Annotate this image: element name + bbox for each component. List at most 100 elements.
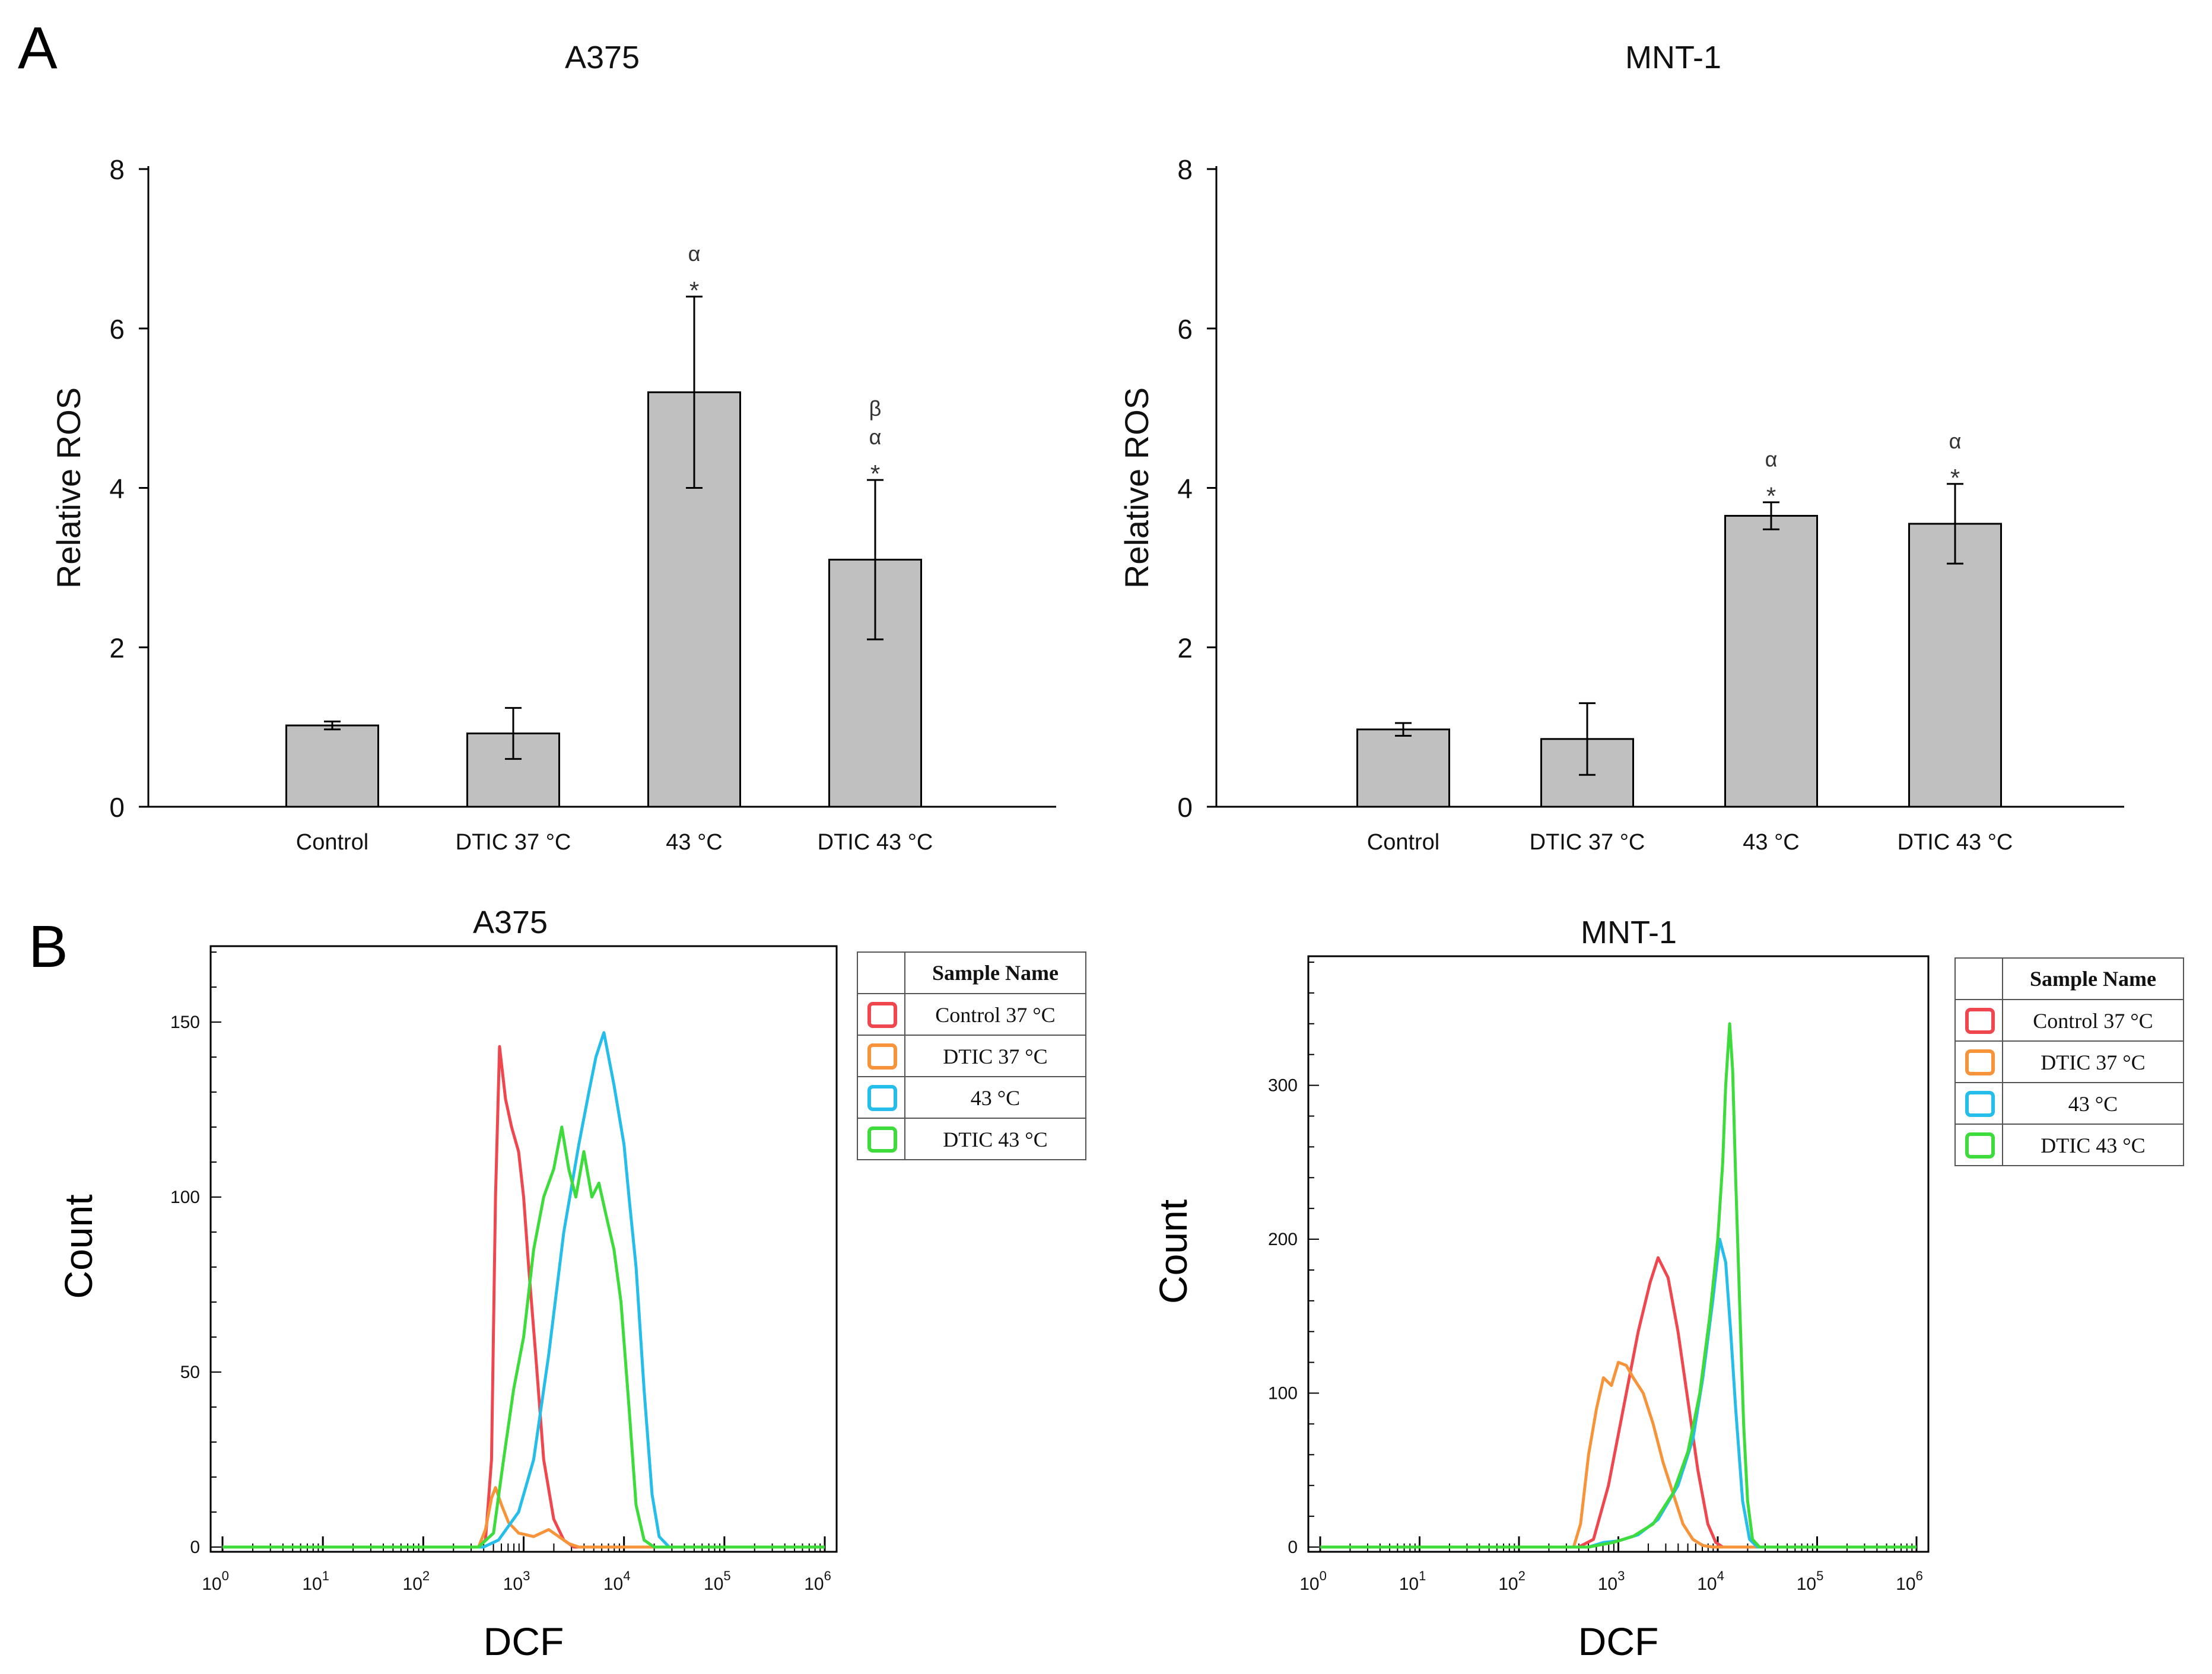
series-line [1320,1361,1917,1549]
legend-entry: DTIC 43 °C [2041,1134,2145,1157]
legend-swatch [1965,1008,1995,1034]
x-tick-base: 10 [804,1574,824,1594]
plot-frame [209,945,838,1553]
x-tick-label: 43 °C [666,830,722,855]
y-axis-label: Relative ROS [1118,387,1155,588]
legend-swatch [1965,1132,1995,1159]
x-tick-base: 10 [1399,1574,1419,1594]
y-tick-label: 8 [109,154,125,185]
y-tick-label: 0 [190,1538,200,1557]
x-tick-exponent: 3 [523,1568,530,1583]
series-line [223,1125,825,1549]
x-tick-exponent: 6 [824,1568,831,1583]
x-tick-label: 104 [1697,1568,1724,1594]
y-tick-label: 50 [180,1363,200,1382]
significance-mark: * [1950,464,1960,492]
x-tick-base: 10 [1498,1574,1518,1594]
x-tick-label: 43 °C [1743,830,1799,855]
x-tick-label: 100 [1299,1568,1327,1594]
bar-chart-mnt1: MNT-1 Relative ROS 0 2 4 6 8 Control DTIC 37 °C 4… [1118,40,2124,855]
x-tick-label: DTIC 37 °C [456,830,571,855]
y-tick-label: 2 [109,632,125,663]
y-tick-label: 0 [1288,1538,1298,1557]
legend-entry: Control 37 °C [2033,1009,2153,1033]
y-tick-label: 150 [170,1013,200,1032]
bar [828,558,922,808]
y-tick-label: 6 [109,314,125,345]
x-tick-base: 10 [1598,1574,1617,1594]
legend-swatch [1965,1049,1995,1075]
panel-label-a: A [18,15,58,81]
x-tick-exponent: 0 [1320,1568,1327,1583]
significance-mark: * [1766,482,1776,510]
x-tick-base: 10 [302,1574,322,1594]
series-line [1320,1022,1917,1549]
bar [1356,728,1450,808]
legend-swatch [867,1002,897,1028]
x-axis-label: DCF [1578,1619,1659,1663]
y-tick-label: 0 [1177,792,1193,823]
significance-mark: α [1765,447,1778,472]
series-line [223,1031,825,1549]
x-tick-exponent: 1 [322,1568,329,1583]
y-axis-label: Relative ROS [50,387,87,588]
bar [1908,523,2002,808]
significance-mark: * [870,460,880,488]
x-tick-base: 10 [603,1574,623,1594]
x-tick-label: 106 [1896,1568,1923,1594]
x-tick-label: 106 [804,1568,831,1594]
legend-entry: DTIC 37 °C [943,1045,1047,1068]
y-tick-label: 6 [1177,314,1193,345]
series-line [1320,1256,1917,1549]
legend-swatch [867,1085,897,1111]
legend-entry: DTIC 37 °C [2041,1051,2145,1074]
y-tick-label: 100 [1268,1384,1298,1404]
y-tick-label: 2 [1177,632,1193,663]
x-tick-exponent: 4 [623,1568,630,1583]
x-tick-exponent: 2 [1518,1568,1525,1583]
legend-swatch [867,1126,897,1153]
x-tick-exponent: 4 [1717,1568,1724,1583]
legend-title: Sample Name [932,961,1059,985]
x-axis-label: DCF [484,1619,564,1663]
y-axis-label: Count [56,1194,100,1299]
y-tick-label: 4 [1177,473,1193,504]
x-tick-label: 102 [1498,1568,1525,1594]
significance-mark: α [1949,429,1962,453]
legend-title: Sample Name [2030,967,2156,991]
y-tick-label: 0 [109,792,125,823]
y-tick-label: 200 [1268,1230,1298,1249]
x-tick-label: 101 [302,1568,329,1594]
chart-title: MNT-1 [1625,40,1721,75]
x-tick-label: 102 [403,1568,430,1594]
bar-chart-a375: A375 Relative ROS 0 2 4 6 8 Control DTIC 37 °C 43… [50,40,1056,855]
legend-swatch [867,1043,897,1070]
series-line [1320,1237,1917,1549]
x-tick-label: 104 [603,1568,631,1594]
x-tick-label: Control [296,830,369,855]
significance-mark: α [688,241,701,266]
bar [285,724,379,808]
x-tick-label: 100 [202,1568,229,1594]
x-tick-base: 10 [1299,1574,1319,1594]
chart-title: A375 [565,40,640,75]
x-tick-exponent: 5 [723,1568,730,1583]
x-tick-base: 10 [503,1574,523,1594]
y-tick-label: 300 [1268,1076,1298,1096]
x-tick-label: 105 [704,1568,731,1594]
legend-entry: 43 °C [2068,1092,2118,1116]
legend-entry: 43 °C [971,1086,1020,1110]
x-tick-label: 105 [1797,1568,1824,1594]
series-line [223,1486,825,1549]
x-tick-label: 103 [503,1568,530,1594]
chart-title: A375 [473,905,548,940]
x-tick-exponent: 5 [1816,1568,1823,1583]
panel-label-b: B [28,914,68,980]
legend-entry: Control 37 °C [935,1003,1055,1027]
y-tick-label: 4 [109,473,125,504]
x-tick-label: Control [1367,830,1440,855]
x-tick-base: 10 [1797,1574,1816,1594]
x-tick-exponent: 3 [1617,1568,1625,1583]
